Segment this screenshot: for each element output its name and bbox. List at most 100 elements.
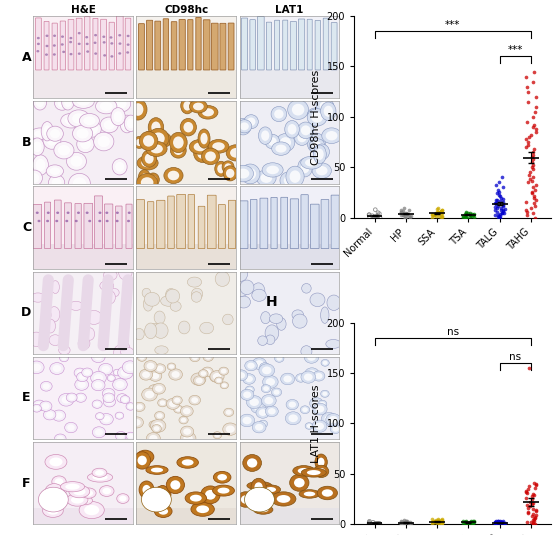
FancyBboxPatch shape [196, 18, 201, 70]
Circle shape [78, 52, 81, 55]
Ellipse shape [48, 485, 67, 495]
Circle shape [101, 366, 110, 373]
Circle shape [84, 370, 90, 375]
Ellipse shape [292, 314, 307, 328]
Point [433, 518, 442, 526]
Point [374, 520, 383, 529]
Point [469, 517, 478, 525]
Circle shape [55, 434, 66, 444]
Point [531, 511, 540, 519]
Circle shape [193, 376, 205, 385]
Circle shape [284, 376, 292, 383]
Circle shape [113, 369, 121, 376]
FancyBboxPatch shape [251, 200, 257, 249]
Circle shape [46, 35, 48, 37]
Point [495, 178, 504, 187]
Circle shape [169, 369, 183, 380]
Ellipse shape [76, 128, 89, 139]
Circle shape [256, 407, 270, 418]
Ellipse shape [321, 307, 329, 323]
Ellipse shape [178, 321, 190, 334]
Ellipse shape [146, 141, 167, 156]
Point [526, 498, 535, 507]
Circle shape [307, 424, 311, 428]
Circle shape [126, 432, 135, 440]
Circle shape [262, 376, 278, 388]
Ellipse shape [237, 296, 251, 308]
Ellipse shape [213, 471, 231, 483]
Ellipse shape [191, 502, 214, 516]
Point [528, 153, 537, 162]
Ellipse shape [315, 454, 328, 470]
Point [398, 207, 407, 215]
Ellipse shape [320, 102, 330, 109]
Circle shape [304, 351, 319, 363]
Circle shape [52, 410, 66, 421]
Point [401, 517, 410, 525]
Ellipse shape [182, 460, 194, 465]
Point [499, 520, 508, 529]
Point [458, 519, 467, 528]
Ellipse shape [141, 150, 157, 167]
Ellipse shape [311, 110, 324, 117]
Ellipse shape [152, 133, 165, 144]
Point [529, 123, 538, 131]
Point [529, 145, 538, 154]
Point [528, 492, 537, 500]
Circle shape [192, 355, 198, 360]
Circle shape [312, 420, 327, 432]
FancyBboxPatch shape [239, 201, 248, 249]
Circle shape [255, 360, 263, 367]
Ellipse shape [150, 144, 163, 154]
Point [466, 209, 475, 217]
Ellipse shape [60, 482, 85, 492]
Circle shape [109, 376, 114, 380]
Point [402, 517, 411, 525]
Point [530, 514, 539, 523]
Ellipse shape [247, 118, 256, 126]
Circle shape [103, 397, 115, 407]
Ellipse shape [142, 288, 151, 297]
Circle shape [180, 432, 196, 445]
Ellipse shape [46, 165, 63, 178]
Point [469, 517, 478, 525]
Point [428, 518, 437, 526]
Circle shape [196, 378, 203, 384]
Circle shape [209, 371, 223, 383]
Circle shape [74, 368, 86, 378]
Point [529, 510, 538, 518]
Point [491, 519, 500, 528]
Bar [136, 244, 236, 269]
Circle shape [276, 356, 282, 361]
Point [462, 209, 471, 217]
Point [375, 209, 384, 218]
Circle shape [281, 373, 295, 385]
Circle shape [224, 408, 234, 416]
FancyBboxPatch shape [281, 197, 287, 249]
Point [527, 512, 536, 521]
Ellipse shape [165, 288, 177, 301]
Circle shape [151, 422, 157, 427]
Circle shape [37, 220, 41, 222]
Point [499, 194, 507, 203]
Point [373, 211, 382, 220]
Ellipse shape [79, 501, 104, 518]
Point [529, 520, 538, 529]
Ellipse shape [213, 485, 234, 496]
Point [524, 138, 532, 147]
Ellipse shape [208, 140, 229, 153]
FancyBboxPatch shape [44, 21, 49, 70]
Point [468, 519, 477, 528]
Point [492, 519, 501, 528]
Bar [33, 16, 133, 70]
Circle shape [117, 414, 122, 418]
Ellipse shape [205, 151, 216, 162]
Circle shape [69, 395, 75, 400]
Point [468, 519, 477, 528]
Point [399, 203, 408, 212]
Y-axis label: D: D [21, 306, 32, 319]
Ellipse shape [100, 102, 113, 111]
Ellipse shape [78, 337, 90, 349]
FancyBboxPatch shape [148, 202, 154, 249]
Ellipse shape [114, 346, 124, 362]
